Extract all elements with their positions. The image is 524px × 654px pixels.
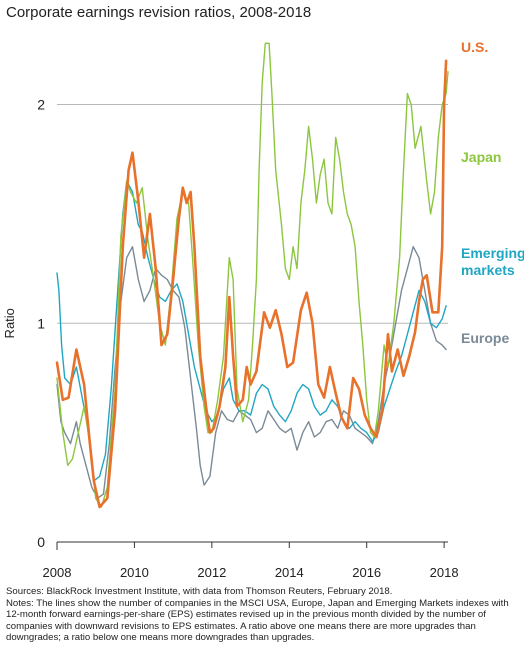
legend-label-u-s: U.S.: [461, 39, 488, 55]
legend-label-emerging-markets: Emerging markets: [461, 245, 524, 278]
series-line-emerging-markets: [56, 180, 447, 482]
notes-text: Notes: The lines show the number of comp…: [6, 597, 509, 644]
gridlines: [57, 104, 448, 324]
series-line-japan: [56, 42, 449, 508]
series-lines: [55, 42, 449, 509]
x-tick-label: 2016: [352, 565, 381, 580]
legend: U.S. Japan Emerging markets Europe: [461, 39, 524, 346]
x-tick-label: 2010: [120, 565, 149, 580]
legend-label-japan: Japan: [461, 149, 501, 165]
y-tick-label: 2: [37, 97, 45, 113]
x-tick-label: 2014: [275, 565, 304, 580]
x-tick-label: 2008: [43, 565, 72, 580]
earnings-revision-chart: 0 1 2 2008 2010 2012 2014 2016 2018 Ratio U.S. Jap…: [2, 39, 524, 580]
legend-label-europe: Europe: [461, 330, 509, 346]
y-tick-label: 1: [37, 315, 45, 331]
y-tick-label: 0: [37, 534, 45, 550]
chart-title: Corporate earnings revision ratios, 2008…: [6, 4, 312, 21]
axes: 0 1 2 2008 2010 2012 2014 2016 2018 Ratio: [2, 97, 459, 580]
x-tick-label: 2012: [197, 565, 226, 580]
x-tick-label: 2018: [430, 565, 459, 580]
y-axis-label: Ratio: [2, 308, 17, 338]
chart-notes: Sources: BlackRock Investment Institute,…: [6, 586, 520, 644]
sources-text: Sources: BlackRock Investment Institute,…: [6, 586, 393, 597]
series-line-u-s: [55, 59, 448, 509]
